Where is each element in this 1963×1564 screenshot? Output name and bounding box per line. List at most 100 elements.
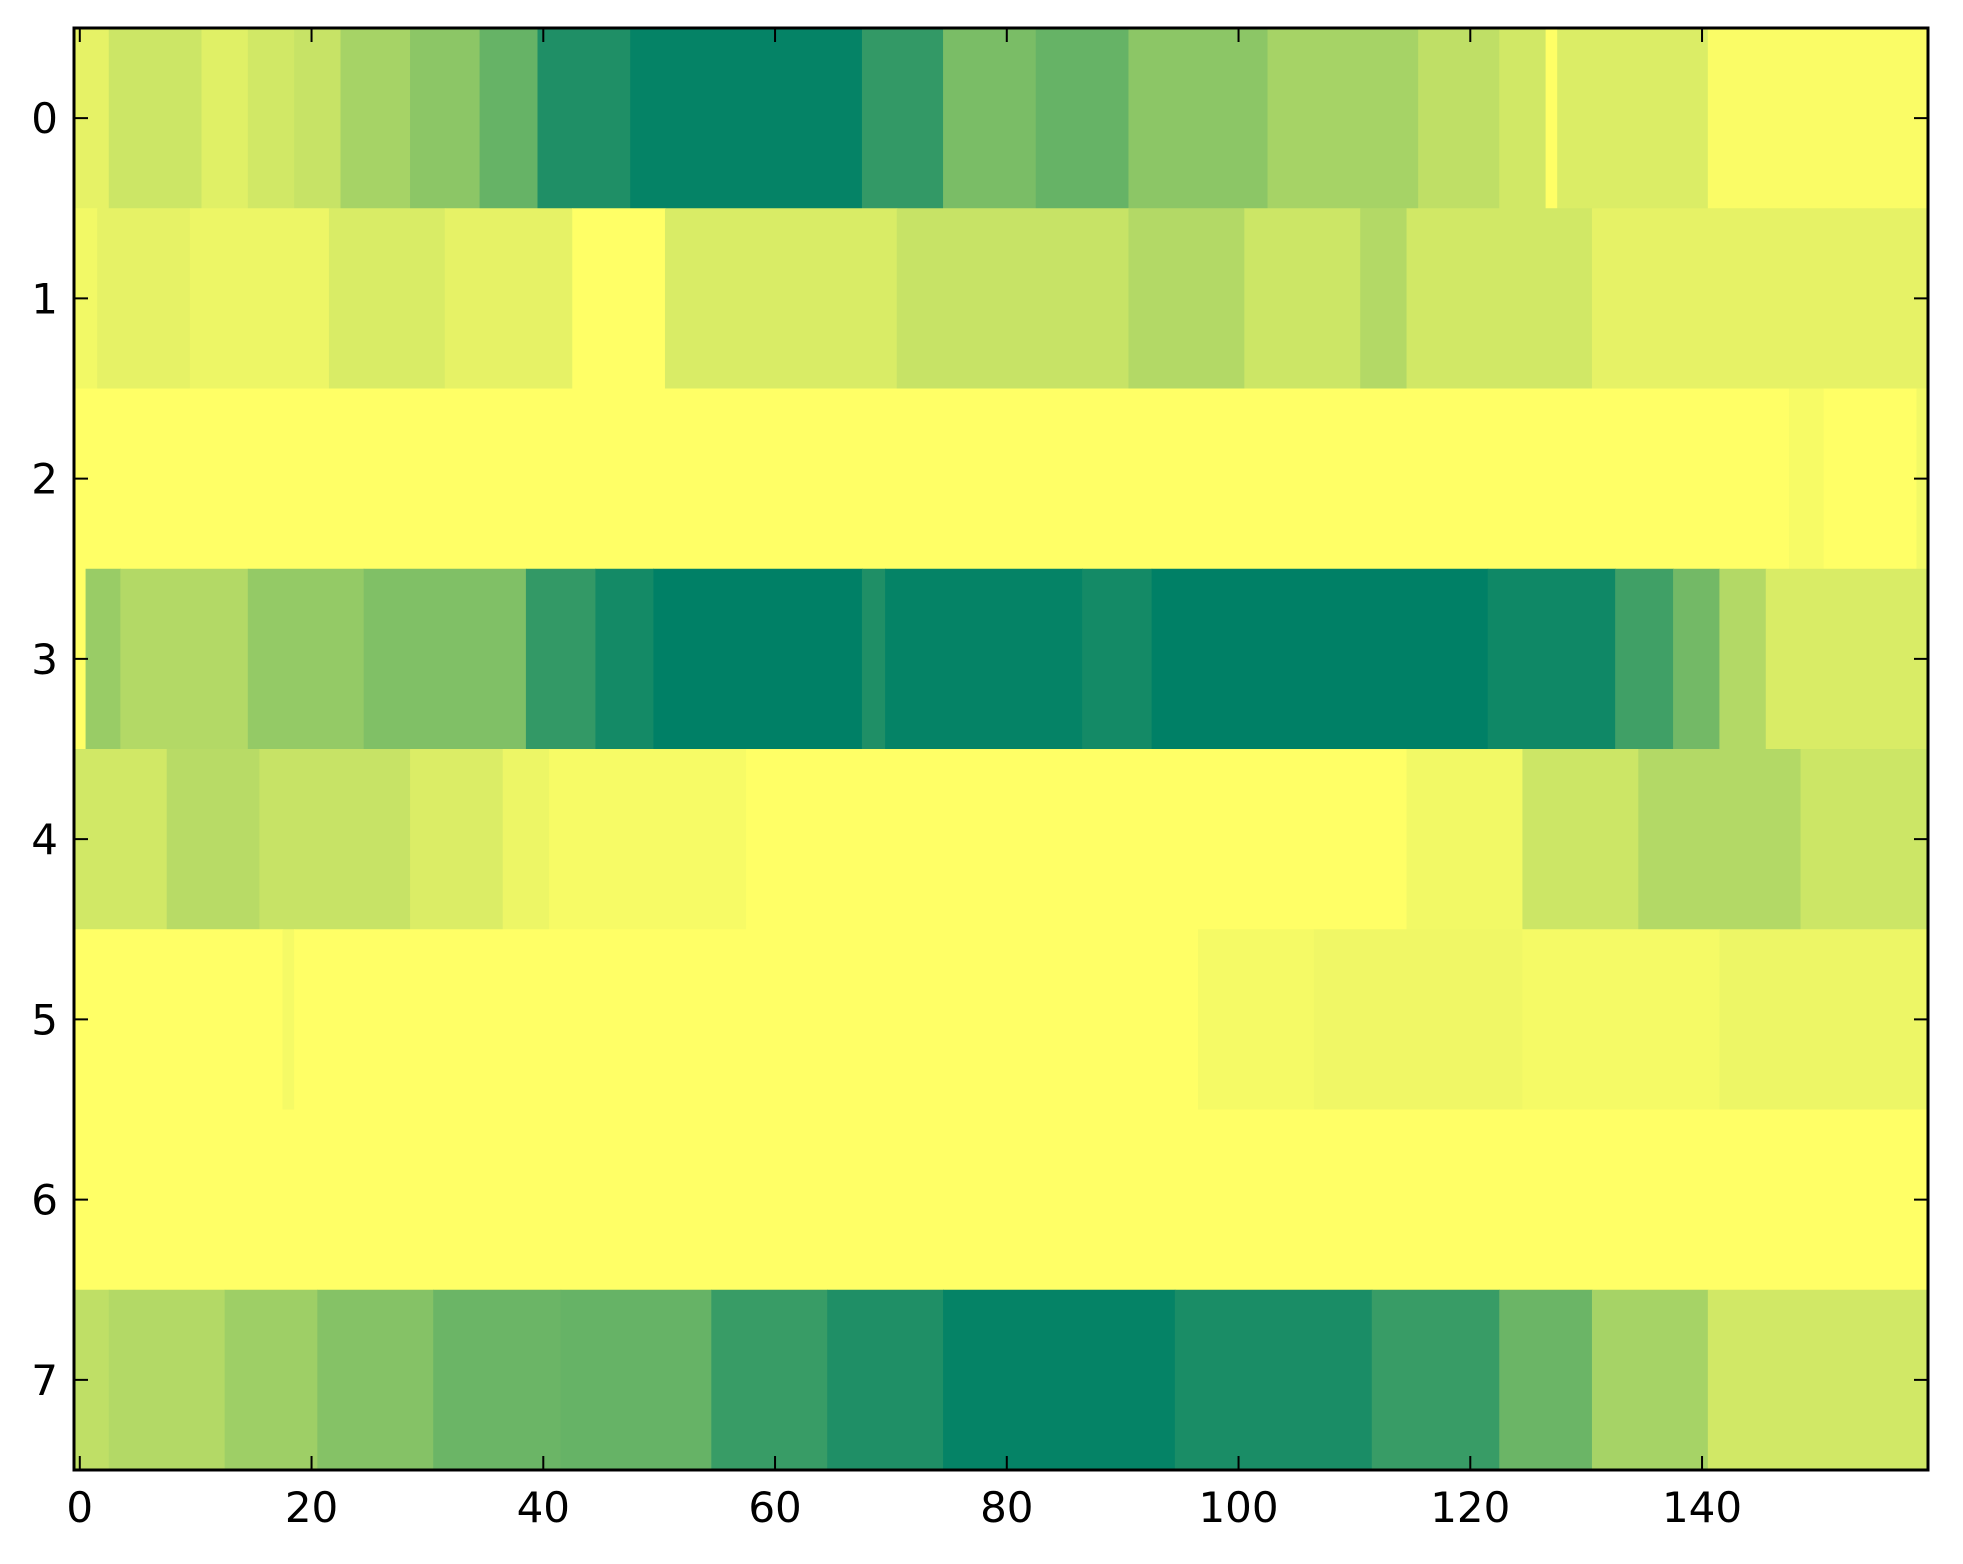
heatmap-cell xyxy=(537,28,631,209)
heatmap-cell xyxy=(595,568,654,750)
heatmap-cell xyxy=(1522,749,1639,930)
heatmap-cell xyxy=(85,568,121,750)
x-tick-label: 80 xyxy=(980,1483,1033,1532)
heatmap-cell xyxy=(1151,568,1489,750)
heatmap-cell xyxy=(1174,1289,1373,1471)
heatmap-cell xyxy=(189,208,330,390)
heatmap-cell xyxy=(1244,208,1361,390)
heatmap-cell xyxy=(1638,749,1802,930)
heatmap-cell xyxy=(943,28,1037,209)
y-tick-label: 5 xyxy=(31,995,58,1044)
y-tick-label: 3 xyxy=(31,635,58,684)
heatmap-cell xyxy=(1591,208,1929,390)
heatmap-cell xyxy=(525,568,597,750)
heatmap-cell xyxy=(247,568,365,750)
heatmap-cell xyxy=(1313,929,1524,1111)
heatmap-cell xyxy=(166,749,260,930)
x-tick-label: 100 xyxy=(1198,1483,1278,1532)
y-tick-label: 1 xyxy=(31,274,58,323)
heatmap-cell xyxy=(1360,208,1408,390)
heatmap-cell xyxy=(282,929,295,1111)
y-tick-label: 7 xyxy=(31,1356,58,1405)
heatmap-cell xyxy=(1371,1289,1500,1471)
heatmap-cell xyxy=(1128,208,1245,390)
heatmap-cell xyxy=(479,28,539,209)
heatmap-cell xyxy=(1197,929,1315,1111)
heatmap-cell xyxy=(502,749,550,930)
heatmap-cell xyxy=(328,208,446,390)
heatmap-cell xyxy=(1082,568,1153,750)
heatmap-cell xyxy=(630,28,863,209)
x-axis: 0 20 40 60 80 100 120 140 xyxy=(66,28,1742,1532)
heatmap-cell xyxy=(1591,1289,1709,1471)
x-tick-label: 120 xyxy=(1430,1483,1510,1532)
heatmap-cell xyxy=(294,28,342,209)
heatmap-cell xyxy=(1615,568,1674,750)
heatmap-cell xyxy=(444,208,573,390)
heatmap-cell xyxy=(885,568,1083,750)
heatmap-cell xyxy=(943,1289,1176,1471)
plot-frame xyxy=(72,26,1930,1472)
y-tick-label: 4 xyxy=(31,815,58,864)
heatmap-cell xyxy=(1673,568,1721,750)
heatmap-cell xyxy=(1418,28,1500,209)
heatmap-cell xyxy=(410,28,481,209)
heatmap-cell xyxy=(861,568,886,750)
heatmap-cell xyxy=(433,1289,562,1471)
heatmap-cell xyxy=(1499,28,1547,209)
x-tick-label: 140 xyxy=(1662,1483,1742,1532)
heatmap-cell xyxy=(224,1289,318,1471)
heatmap-cell xyxy=(1522,929,1721,1111)
heatmap-cell xyxy=(549,749,747,930)
heatmap-cell xyxy=(653,568,863,750)
heatmap-cell xyxy=(1719,929,1929,1111)
heatmap-cell xyxy=(317,1289,434,1471)
heatmap-cell xyxy=(74,749,168,930)
heatmap-cell xyxy=(1406,208,1593,390)
heatmap-cell xyxy=(120,568,249,750)
heatmap-cell xyxy=(340,28,411,209)
heatmap-cell xyxy=(1823,388,1918,570)
heatmap-cell xyxy=(259,749,411,930)
heatmap-cell xyxy=(1487,568,1616,750)
heatmap-cell xyxy=(410,749,504,930)
heatmap-cell xyxy=(711,1289,828,1471)
heatmap-cell xyxy=(896,208,1130,390)
x-tick-label: 0 xyxy=(66,1483,93,1532)
y-tick-label: 6 xyxy=(31,1176,58,1225)
heatmap-cell xyxy=(97,208,191,390)
x-tick-label: 20 xyxy=(285,1483,338,1532)
heatmap-cell xyxy=(560,1289,712,1471)
y-tick-label: 0 xyxy=(31,94,58,143)
heatmap-cell xyxy=(1035,28,1130,209)
heatmap-cell xyxy=(108,1289,226,1471)
heatmap-cell xyxy=(1788,388,1825,570)
heatmap-cell xyxy=(1406,749,1524,930)
heatmap-cell xyxy=(1719,568,1767,750)
heatmap-cell xyxy=(861,28,944,209)
heatmap-cell xyxy=(1765,568,1929,750)
heatmap-cells xyxy=(74,28,1929,1471)
heatmap-cell xyxy=(201,28,249,209)
heatmap-cell xyxy=(363,568,527,750)
heatmap-cell xyxy=(1707,28,1929,209)
heatmap-cell xyxy=(108,28,203,209)
x-tick-label: 60 xyxy=(748,1483,801,1532)
y-tick-label: 2 xyxy=(31,455,58,504)
y-axis: 0 1 2 3 4 5 6 7 xyxy=(31,94,1928,1405)
heatmap-cell xyxy=(746,749,1408,930)
heatmap-cell xyxy=(827,1289,944,1471)
heatmap-cell xyxy=(1707,1289,1929,1471)
heatmap-cell xyxy=(1128,28,1269,209)
heatmap-cell xyxy=(664,208,898,390)
heatmap-cell xyxy=(1267,28,1419,209)
heatmap-cell xyxy=(294,929,1199,1111)
heatmap-cell xyxy=(74,388,1790,570)
heatmap-cell xyxy=(1800,749,1929,930)
heatmap-cell xyxy=(247,28,295,209)
heatmap-cell xyxy=(74,1109,1929,1291)
x-tick-label: 40 xyxy=(517,1483,570,1532)
heatmap-cell xyxy=(1557,28,1709,209)
heatmap-cell xyxy=(1499,1289,1593,1471)
